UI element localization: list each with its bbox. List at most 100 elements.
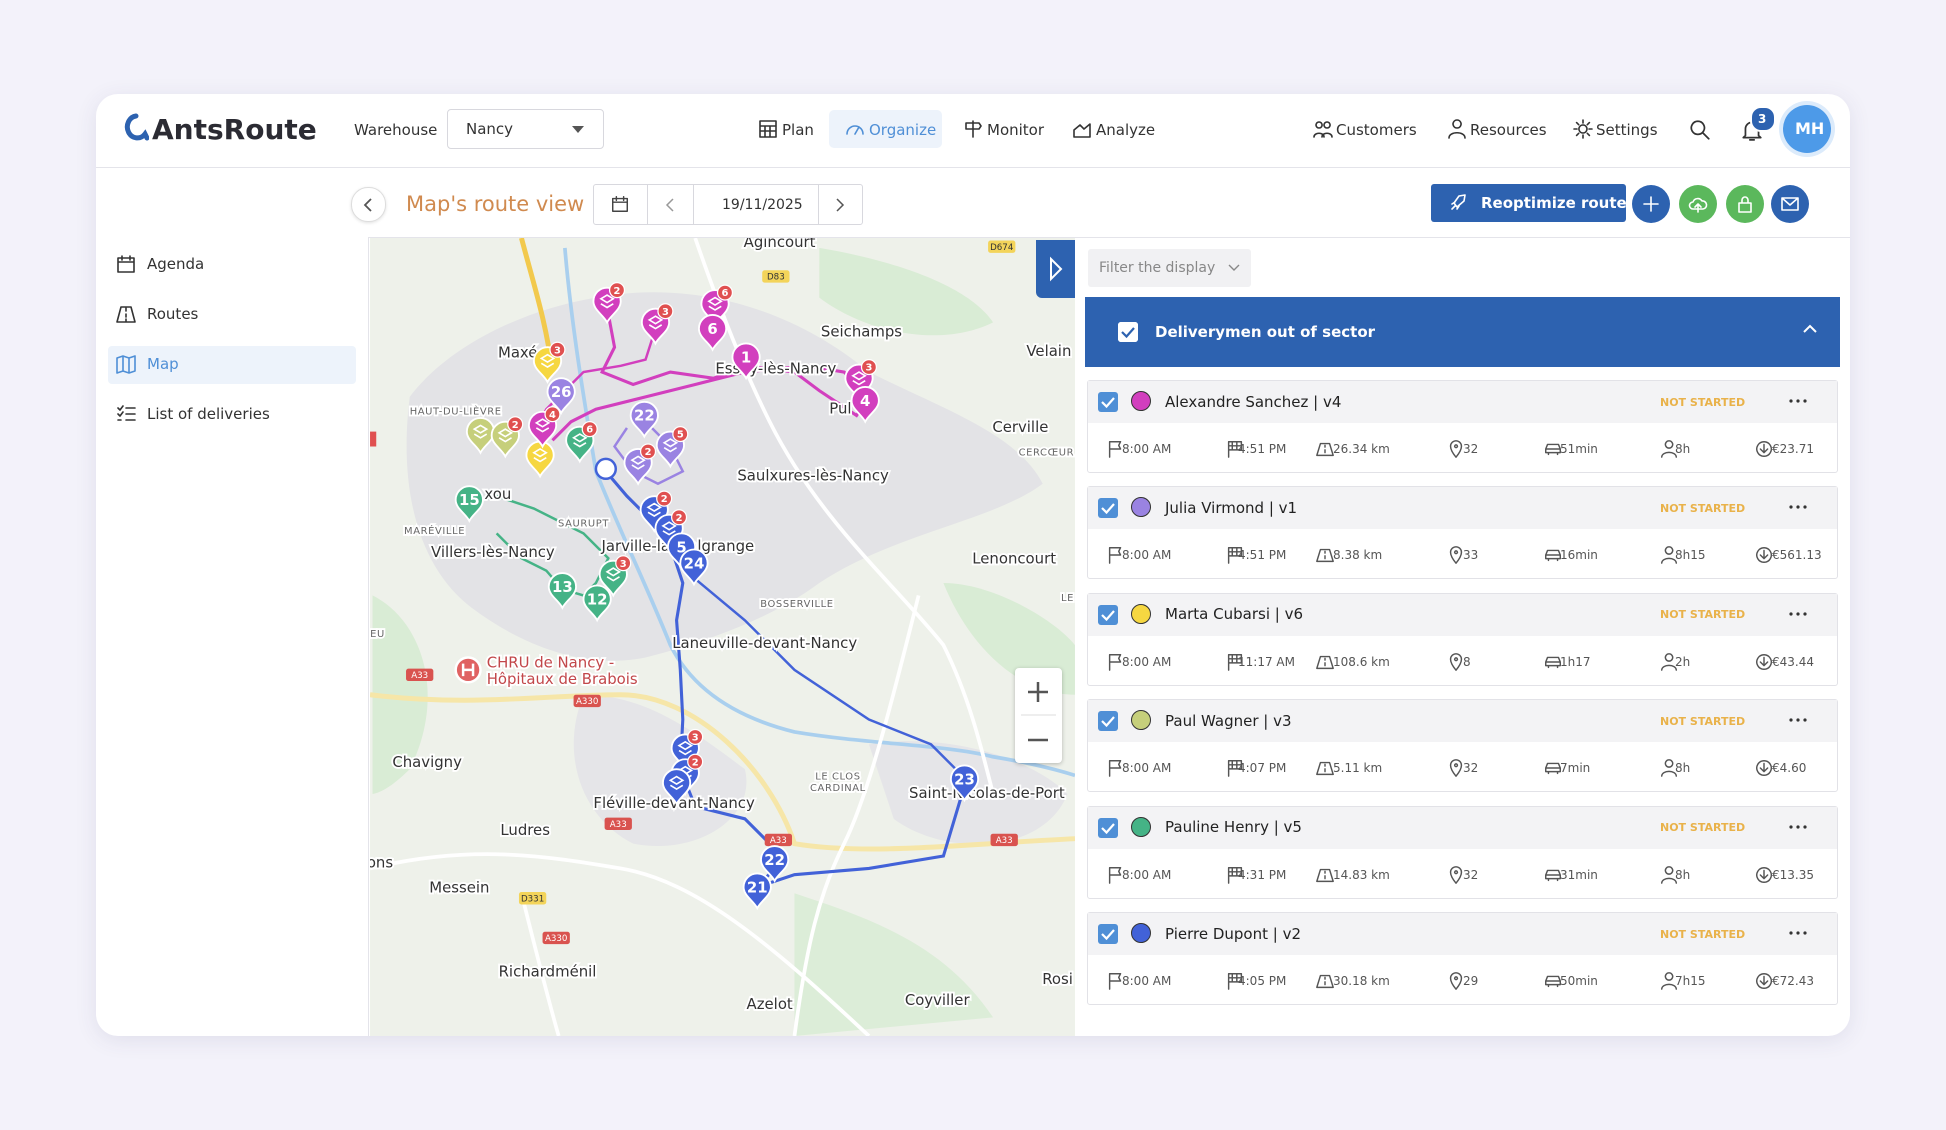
warehouse-select[interactable]: Nancy — [447, 109, 604, 149]
toolbar-divider — [368, 237, 1850, 238]
checkbox[interactable] — [1118, 322, 1138, 342]
notification-count: 3 — [1758, 112, 1767, 126]
map-marker[interactable]: 6 — [697, 314, 728, 352]
marker-label: 23 — [954, 770, 975, 788]
dropdown-arrow — [572, 126, 584, 133]
add-button[interactable] — [1632, 185, 1670, 223]
mail-button[interactable] — [1771, 185, 1809, 223]
expand-panel-button[interactable] — [1036, 240, 1075, 298]
marker-badge-label: 3 — [692, 733, 699, 744]
driver-menu[interactable] — [1786, 393, 1810, 409]
marker-label: 6 — [707, 320, 717, 338]
map-marker[interactable]: 4 — [527, 406, 561, 449]
sidebar-icon[interactable] — [115, 353, 137, 375]
map-marker[interactable] — [661, 768, 692, 807]
map-marker[interactable]: 1 — [731, 342, 761, 381]
filter-dropdown[interactable]: Filter the display — [1088, 249, 1251, 287]
path-shape — [1545, 762, 1561, 775]
stat-icon — [1754, 865, 1774, 885]
driver-menu[interactable] — [1786, 712, 1810, 728]
check — [1101, 503, 1115, 515]
collapse-sidebar-button[interactable] — [351, 187, 386, 222]
calendar-button[interactable] — [610, 194, 630, 214]
driver-menu[interactable] — [1786, 606, 1810, 622]
map-marker[interactable]: 4 — [850, 386, 880, 424]
marker-glyph — [661, 521, 677, 536]
map-marker[interactable]: 3 — [640, 303, 674, 346]
map-marker[interactable]: 26 — [546, 377, 576, 416]
checkbox[interactable] — [1098, 924, 1118, 944]
map-marker[interactable]: 2 — [490, 416, 524, 459]
warehouse-value: Nancy — [466, 119, 514, 138]
reoptimize-button[interactable]: Reoptimize routes — [1431, 184, 1636, 222]
driver-stops: 29 — [1463, 974, 1479, 988]
map-marker[interactable]: 12 — [582, 584, 612, 623]
nav-item: Analyze — [1096, 120, 1156, 139]
nav-icon[interactable] — [1446, 118, 1468, 140]
map-marker[interactable]: 21 — [742, 872, 772, 911]
sidebar-icon[interactable] — [115, 403, 137, 425]
prev-day[interactable] — [647, 185, 693, 224]
checkbox[interactable] — [1098, 817, 1118, 838]
map-marker[interactable]: 22 — [629, 400, 659, 439]
path-shape — [965, 120, 982, 138]
path-shape — [117, 255, 135, 273]
sidebar-icon[interactable] — [115, 253, 137, 275]
path-shape — [1688, 197, 1708, 213]
driver-menu[interactable] — [1786, 819, 1810, 835]
map[interactable]: AgincourtSeichampsVelainMaxéEssey-lès-Na… — [370, 238, 1075, 1036]
driver-menu[interactable] — [1786, 925, 1810, 941]
map-marker[interactable]: 23 — [949, 764, 980, 803]
marker-label: 1 — [741, 348, 751, 366]
collapse-chevron[interactable] — [1803, 324, 1817, 334]
nav-icon[interactable] — [1312, 118, 1334, 140]
checkbox[interactable] — [1098, 392, 1118, 412]
icon — [1545, 869, 1561, 881]
map-marker[interactable]: 3 — [532, 341, 566, 385]
map-place-label: Messein — [429, 878, 489, 896]
driver-menu[interactable] — [1786, 499, 1810, 515]
icon — [1781, 197, 1799, 211]
icon — [1073, 123, 1091, 138]
map-marker[interactable]: 3 — [598, 555, 632, 598]
upload-button[interactable] — [1679, 185, 1717, 223]
nav-icon[interactable] — [1572, 118, 1594, 140]
stat-icon — [1225, 971, 1245, 991]
checkbox[interactable] — [1098, 604, 1118, 625]
map-marker[interactable]: 2 — [592, 282, 626, 325]
icon — [1316, 762, 1334, 776]
nav-icon[interactable] — [757, 118, 779, 140]
map-marker[interactable]: 15 — [454, 485, 484, 524]
nav-icon[interactable] — [962, 118, 984, 140]
map-marker[interactable]: 13 — [547, 572, 577, 610]
checkbox[interactable] — [1098, 711, 1118, 732]
map-marker[interactable]: 2 — [623, 443, 657, 486]
icon — [1108, 866, 1122, 884]
checkbox[interactable] — [1098, 498, 1118, 519]
road-badge-label: D83 — [767, 273, 785, 283]
avatar[interactable]: MH — [1783, 105, 1831, 153]
road-badge — [988, 240, 1016, 253]
expand-icon — [1050, 256, 1063, 282]
icon — [1756, 760, 1773, 777]
search-button[interactable] — [1688, 118, 1712, 142]
map-marker[interactable] — [465, 417, 496, 455]
nav-icon[interactable] — [1071, 118, 1093, 140]
zoom-in[interactable] — [1028, 682, 1048, 702]
nav-icon[interactable] — [844, 118, 866, 140]
sidebar-icon[interactable] — [115, 303, 137, 325]
map-marker[interactable]: 24 — [679, 548, 709, 587]
map-place-label: Velain — [1026, 342, 1071, 360]
marker-pin — [949, 764, 980, 803]
icon — [1756, 547, 1773, 564]
next-day[interactable] — [818, 185, 862, 224]
map-marker[interactable]: 22 — [760, 845, 790, 883]
warehouse-pin[interactable] — [594, 457, 618, 481]
forest — [943, 583, 1075, 695]
marker-badge-label: 3 — [620, 559, 627, 570]
stat-icon — [1543, 971, 1563, 991]
lock-button[interactable] — [1726, 185, 1764, 223]
map-marker[interactable]: 6 — [565, 421, 598, 464]
map-marker[interactable]: 5 — [655, 426, 689, 469]
road-badge-label: D674 — [990, 243, 1014, 253]
